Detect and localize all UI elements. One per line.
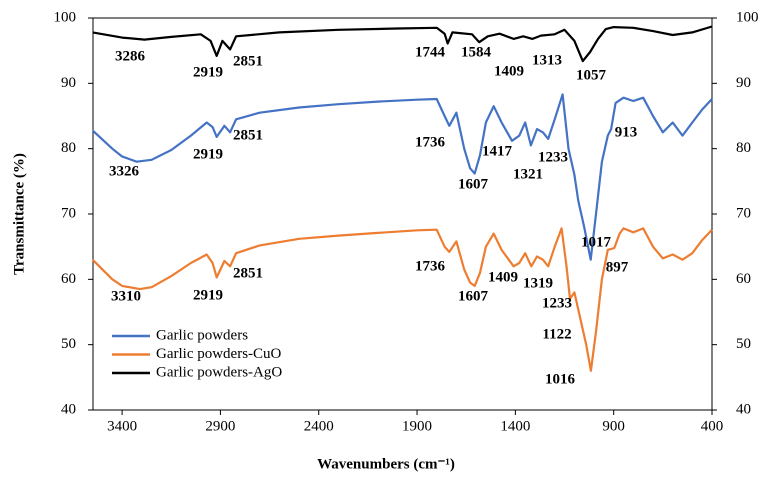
peak-label: 1319 <box>523 275 553 291</box>
y-axis-title: Transmittance (%) <box>11 153 27 275</box>
peak-label: 1233 <box>542 295 572 311</box>
y-tick-label: 70 <box>61 205 76 221</box>
peak-label: 1744 <box>415 44 446 60</box>
y-tick-label: 80 <box>61 140 76 156</box>
peak-label: 897 <box>606 259 629 275</box>
peak-label: 1736 <box>415 134 446 150</box>
peak-label: 1409 <box>494 63 524 79</box>
y-tick-label: 100 <box>54 9 77 25</box>
peak-label: 2919 <box>193 287 223 303</box>
legend-label: Garlic powders-CuO <box>156 346 282 362</box>
peak-label: 1607 <box>458 176 489 192</box>
legend-label: Garlic powders-AgO <box>156 364 282 380</box>
y2-tick-label: 100 <box>736 9 759 25</box>
y2-tick-label: 60 <box>736 271 751 287</box>
peak-label: 2851 <box>233 265 263 281</box>
peak-label: 3326 <box>109 163 140 179</box>
x-tick-label: 2400 <box>304 418 334 434</box>
peak-label: 1321 <box>513 166 543 182</box>
peak-label: 2919 <box>193 64 223 80</box>
peak-label: 3310 <box>111 288 141 304</box>
x-tick-label: 400 <box>701 418 724 434</box>
x-tick-label: 1900 <box>402 418 432 434</box>
x-axis-title: Wavenumbers (cm⁻¹) <box>317 456 455 472</box>
peak-label: 913 <box>615 124 638 140</box>
spectrum-line <box>91 93 713 261</box>
peak-label: 1122 <box>542 326 571 342</box>
legend-label: Garlic powders <box>156 327 248 343</box>
peak-label: 1313 <box>532 52 562 68</box>
x-tick-label: 900 <box>602 418 625 434</box>
y-tick-label: 90 <box>61 75 76 91</box>
peak-label: 1417 <box>482 143 513 159</box>
y-tick-label: 60 <box>61 271 76 287</box>
peak-label: 1057 <box>576 67 607 83</box>
peak-label: 3286 <box>115 48 146 64</box>
peak-label: 1016 <box>545 371 576 387</box>
spectrum-line <box>92 25 713 63</box>
peak-label: 1017 <box>581 234 612 250</box>
y-tick-label: 50 <box>61 336 76 352</box>
y2-tick-label: 40 <box>736 401 751 417</box>
x-tick-label: 1400 <box>500 418 530 434</box>
peak-label: 2851 <box>233 53 263 69</box>
peak-label: 1584 <box>461 44 492 60</box>
y2-tick-label: 80 <box>736 140 751 156</box>
y2-tick-label: 90 <box>736 75 751 91</box>
peak-label: 1233 <box>538 149 568 165</box>
x-tick-label: 3400 <box>107 418 137 434</box>
spectrum-line <box>91 227 713 372</box>
y-tick-label: 40 <box>61 401 76 417</box>
peak-label: 1409 <box>488 269 518 285</box>
peak-label: 2919 <box>193 146 223 162</box>
peak-label: 1607 <box>458 288 489 304</box>
y2-tick-label: 70 <box>736 205 751 221</box>
y2-tick-label: 50 <box>736 336 751 352</box>
x-tick-label: 2900 <box>205 418 235 434</box>
peak-label: 1736 <box>415 258 446 274</box>
peak-label: 2851 <box>233 127 263 143</box>
